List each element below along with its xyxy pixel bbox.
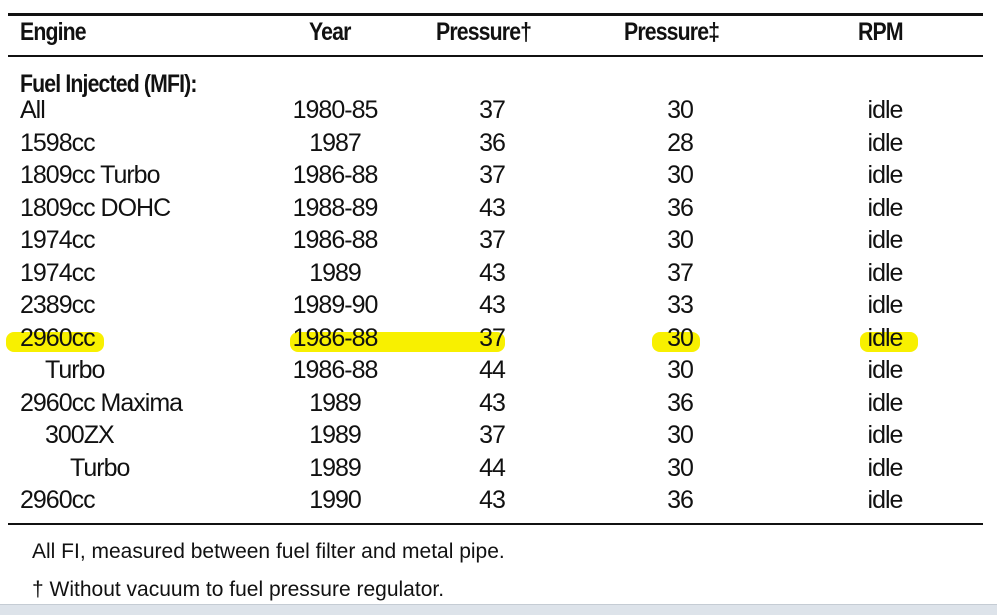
highlight-mark: [860, 331, 918, 352]
cell-engine: 2960cc Maxima: [20, 388, 183, 417]
taskbar: [0, 604, 997, 615]
cell-year: 1986-88: [292, 356, 379, 384]
cell-rpm: idle: [867, 388, 904, 417]
header-year: Year: [309, 18, 351, 46]
cell-p2: 30: [667, 96, 694, 124]
note-2: † Without vacuum to fuel pressure regula…: [32, 578, 445, 601]
table-row: 2389cc 1989-90 43 33 idle: [0, 291, 997, 323]
bottom-rule: [8, 523, 983, 525]
cell-p2: 30: [667, 421, 694, 449]
cell-engine: 300ZX: [45, 421, 115, 449]
highlight-mark: [290, 331, 505, 352]
top-rule: [8, 13, 983, 16]
cell-p2: 36: [667, 486, 694, 514]
cell-p2: 30: [667, 323, 694, 352]
note-1: All FI, measured between fuel filter and…: [32, 540, 505, 563]
cell-year: 1989: [309, 388, 362, 417]
cell-engine: 2960cc: [20, 323, 96, 352]
cell-year: 1989: [309, 258, 362, 287]
table-row: 1809cc DOHC 1988-89 43 36 idle: [0, 194, 997, 226]
cell-engine: 1809cc Turbo: [20, 161, 160, 189]
cell-p1: 43: [479, 193, 506, 222]
cell-p1: 37: [479, 421, 506, 449]
cell-p1: 37: [479, 226, 506, 254]
table-row: All 1980-85 37 30 idle: [0, 96, 997, 128]
cell-p1: 37: [479, 323, 506, 352]
cell-year: 1990: [309, 486, 362, 514]
cell-p1: 43: [479, 258, 506, 287]
cell-rpm: idle: [867, 421, 904, 449]
table-row: 2960cc Maxima 1989 43 36 idle: [0, 389, 997, 421]
cell-engine: Turbo: [45, 356, 105, 384]
cell-engine: 2389cc: [20, 291, 96, 319]
cell-rpm: idle: [867, 356, 904, 384]
cell-year: 1986-88: [292, 226, 379, 254]
cell-rpm: idle: [867, 258, 904, 287]
header-rule: [8, 55, 983, 57]
header-pressure-2: Pressure‡: [624, 18, 720, 46]
highlight-mark: [6, 331, 104, 352]
table-row: 2960cc 1986-88 37 30 idle: [0, 324, 997, 356]
header-engine: Engine: [20, 18, 87, 46]
cell-p1: 36: [479, 128, 506, 157]
table-row: 2960cc 1990 43 36 idle: [0, 486, 997, 518]
cell-year: 1989-90: [292, 291, 379, 319]
cell-rpm: idle: [867, 96, 904, 124]
cell-rpm: idle: [867, 486, 904, 514]
section-title: Fuel Injected (MFI):: [20, 70, 197, 98]
cell-year: 1986-88: [292, 161, 379, 189]
cell-engine: 2960cc: [20, 486, 96, 514]
table-row: Turbo 1986-88 44 30 idle: [0, 356, 997, 388]
cell-engine: 1598cc: [20, 128, 96, 157]
cell-year: 1989: [309, 421, 362, 449]
table-row: 1974cc 1989 43 37 idle: [0, 259, 997, 291]
cell-p2: 36: [667, 193, 694, 222]
cell-p2: 37: [667, 258, 694, 287]
cell-engine: All: [20, 96, 46, 124]
header-pressure-1: Pressure†: [436, 18, 532, 46]
cell-engine: Turbo: [70, 453, 130, 482]
cell-p1: 43: [479, 486, 506, 514]
cell-rpm: idle: [867, 161, 904, 189]
cell-rpm: idle: [867, 226, 904, 254]
cell-p2: 30: [667, 356, 694, 384]
cell-rpm: idle: [867, 291, 904, 319]
header-rpm: RPM: [858, 18, 904, 46]
cell-p2: 36: [667, 388, 694, 417]
cell-engine: 1974cc: [20, 226, 96, 254]
cell-p1: 37: [479, 96, 506, 124]
table-row: Turbo 1989 44 30 idle: [0, 454, 997, 486]
cell-year: 1980-85: [292, 96, 379, 124]
table-row: 1974cc 1986-88 37 30 idle: [0, 226, 997, 258]
table-row: 1809cc Turbo 1986-88 37 30 idle: [0, 161, 997, 193]
cell-p2: 30: [667, 226, 694, 254]
cell-rpm: idle: [867, 128, 904, 157]
cell-year: 1987: [309, 128, 362, 157]
cell-p1: 37: [479, 161, 506, 189]
table-row: 300ZX 1989 37 30 idle: [0, 421, 997, 453]
cell-p1: 43: [479, 291, 506, 319]
cell-p1: 44: [479, 356, 506, 384]
cell-engine: 1809cc DOHC: [20, 193, 171, 222]
cell-p2: 30: [667, 161, 694, 189]
highlight-mark: [652, 331, 700, 352]
cell-year: 1988-89: [292, 193, 379, 222]
cell-p2: 30: [667, 453, 694, 482]
cell-p2: 28: [667, 128, 694, 157]
cell-rpm: idle: [867, 193, 904, 222]
cell-rpm: idle: [867, 453, 904, 482]
cell-year: 1986-88: [292, 323, 379, 352]
cell-year: 1989: [309, 453, 362, 482]
table-row: 1598cc 1987 36 28 idle: [0, 129, 997, 161]
cell-p1: 44: [479, 453, 506, 482]
cell-p1: 43: [479, 388, 506, 417]
cell-rpm: idle: [867, 323, 904, 352]
cell-p2: 33: [667, 291, 694, 319]
cell-engine: 1974cc: [20, 258, 96, 287]
